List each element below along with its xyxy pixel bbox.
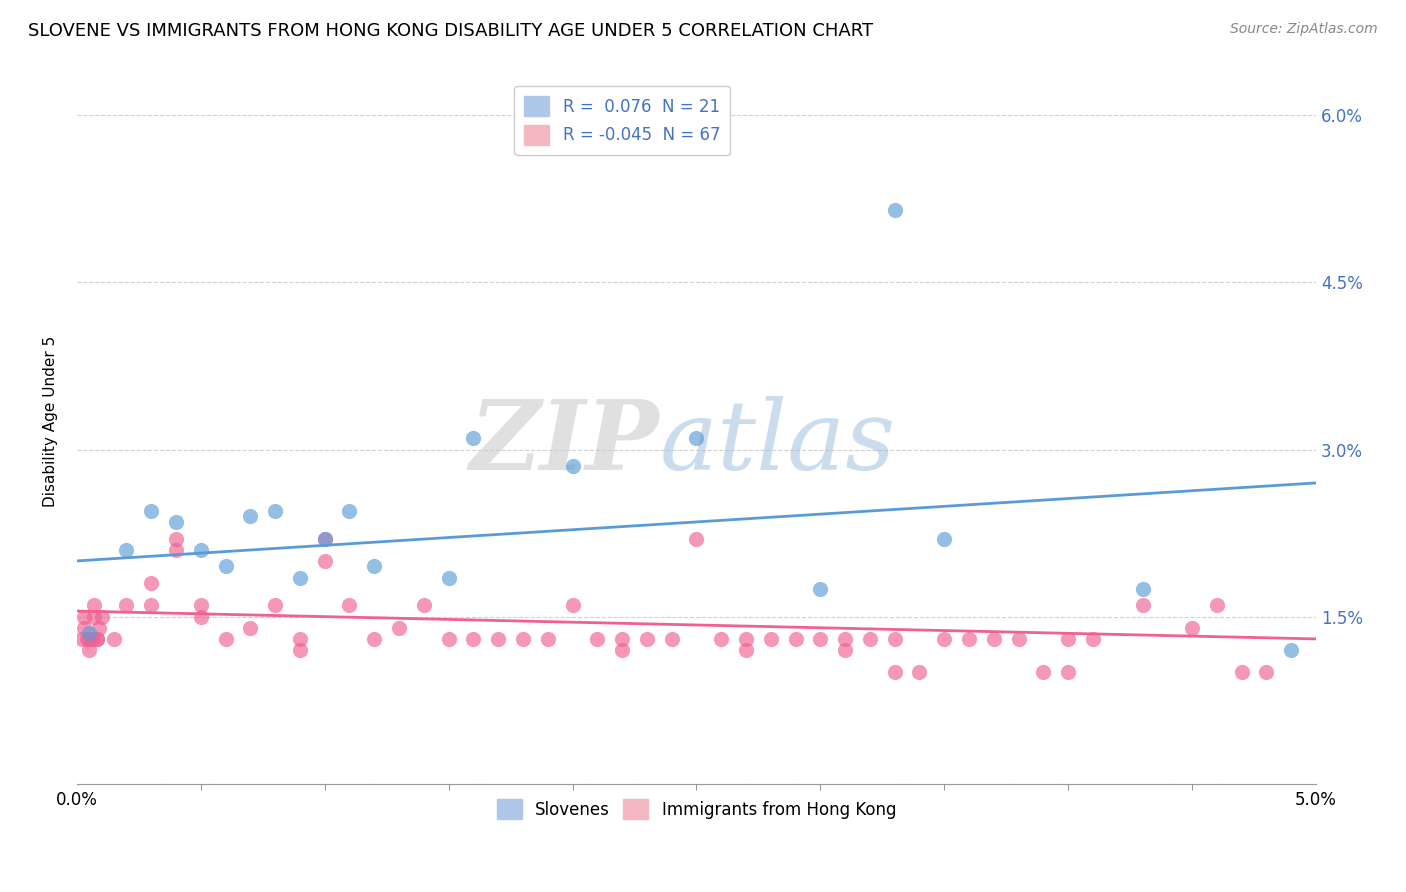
Point <box>537 632 560 646</box>
Text: atlas: atlas <box>659 396 896 491</box>
Point <box>437 571 460 585</box>
Point <box>661 632 683 646</box>
Point <box>70 632 93 646</box>
Y-axis label: Disability Age Under 5: Disability Age Under 5 <box>44 336 58 508</box>
Point <box>73 609 96 624</box>
Text: SLOVENE VS IMMIGRANTS FROM HONG KONG DISABILITY AGE UNDER 5 CORRELATION CHART: SLOVENE VS IMMIGRANTS FROM HONG KONG DIS… <box>28 22 873 40</box>
Point <box>264 599 287 613</box>
Point <box>512 632 534 646</box>
Point <box>883 632 905 646</box>
Point <box>735 632 758 646</box>
Point <box>214 559 236 574</box>
Point <box>165 515 187 529</box>
Point <box>1057 665 1080 680</box>
Point <box>141 504 163 518</box>
Point <box>834 643 856 657</box>
Point <box>1230 665 1253 680</box>
Point <box>412 599 434 613</box>
Point <box>77 632 100 646</box>
Point <box>214 632 236 646</box>
Point <box>239 621 262 635</box>
Point <box>859 632 882 646</box>
Point <box>561 459 583 474</box>
Point <box>115 542 138 557</box>
Point <box>561 599 583 613</box>
Point <box>437 632 460 646</box>
Point <box>908 665 931 680</box>
Point <box>883 202 905 217</box>
Point <box>165 542 187 557</box>
Text: Source: ZipAtlas.com: Source: ZipAtlas.com <box>1230 22 1378 37</box>
Point <box>710 632 733 646</box>
Point <box>808 632 831 646</box>
Point <box>288 571 311 585</box>
Point <box>89 621 111 635</box>
Point <box>1181 621 1204 635</box>
Text: ZIP: ZIP <box>470 396 659 491</box>
Point <box>1132 599 1154 613</box>
Point <box>883 665 905 680</box>
Point <box>463 632 485 646</box>
Point <box>190 542 212 557</box>
Point <box>77 626 100 640</box>
Point <box>1279 643 1302 657</box>
Point <box>190 599 212 613</box>
Point <box>610 632 633 646</box>
Point <box>1256 665 1278 680</box>
Point <box>463 431 485 445</box>
Point <box>1007 632 1029 646</box>
Point <box>735 643 758 657</box>
Point <box>115 599 138 613</box>
Point <box>957 632 980 646</box>
Point <box>76 632 98 646</box>
Point <box>264 504 287 518</box>
Point <box>314 532 336 546</box>
Point <box>934 632 956 646</box>
Point <box>363 632 385 646</box>
Point <box>288 643 311 657</box>
Point <box>90 609 112 624</box>
Point <box>103 632 125 646</box>
Point <box>1132 582 1154 596</box>
Point <box>388 621 411 635</box>
Point <box>141 576 163 591</box>
Point <box>610 643 633 657</box>
Point <box>80 632 103 646</box>
Point <box>808 582 831 596</box>
Point <box>759 632 782 646</box>
Point <box>239 509 262 524</box>
Point <box>314 554 336 568</box>
Point <box>1032 665 1054 680</box>
Point <box>486 632 509 646</box>
Point <box>785 632 807 646</box>
Point <box>685 431 707 445</box>
Point <box>983 632 1005 646</box>
Point <box>73 621 96 635</box>
Point <box>83 609 105 624</box>
Point <box>586 632 609 646</box>
Point <box>141 599 163 613</box>
Point <box>83 599 105 613</box>
Point <box>1081 632 1104 646</box>
Point <box>363 559 385 574</box>
Point <box>190 609 212 624</box>
Point <box>339 599 361 613</box>
Point <box>834 632 856 646</box>
Point <box>339 504 361 518</box>
Point <box>1057 632 1080 646</box>
Point <box>86 632 108 646</box>
Legend: Slovenes, Immigrants from Hong Kong: Slovenes, Immigrants from Hong Kong <box>491 792 903 826</box>
Point <box>636 632 658 646</box>
Point <box>288 632 311 646</box>
Point <box>77 643 100 657</box>
Point <box>165 532 187 546</box>
Point <box>314 532 336 546</box>
Point <box>1205 599 1227 613</box>
Point <box>86 632 108 646</box>
Point <box>685 532 707 546</box>
Point <box>934 532 956 546</box>
